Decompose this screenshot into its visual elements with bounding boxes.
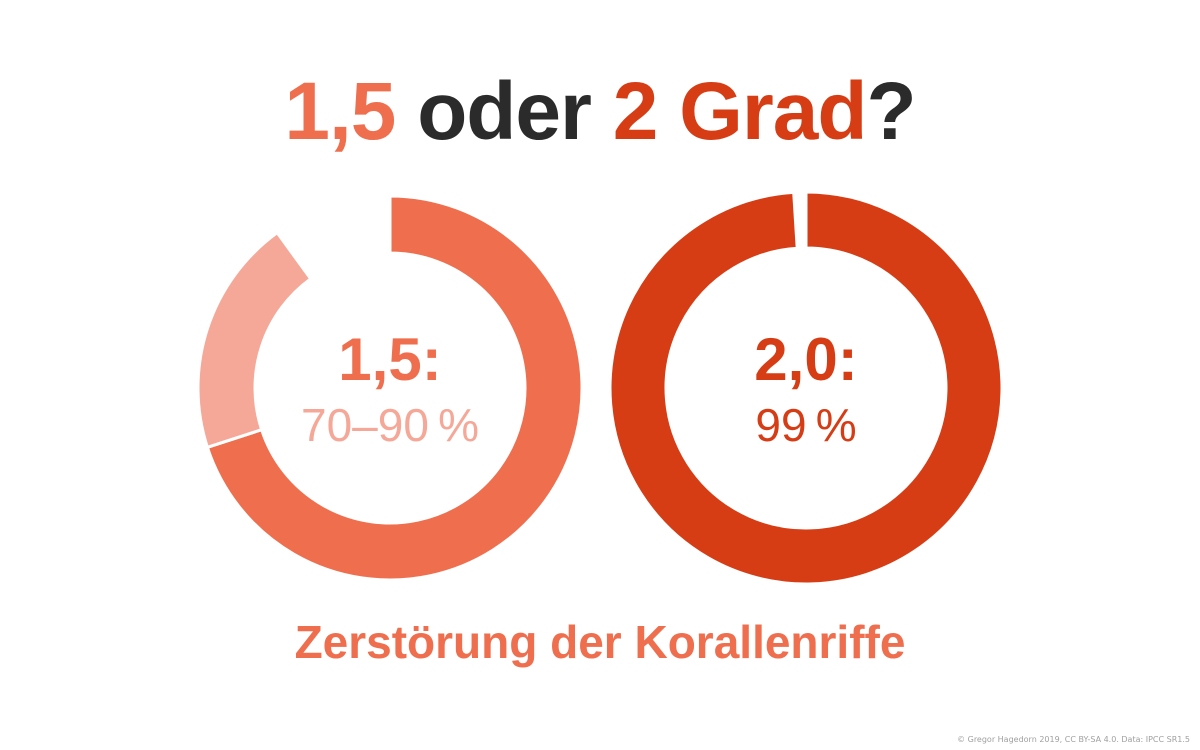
credit-text: © Gregor Hagedorn 2019, CC BY-SA 4.0. Da… (957, 735, 1190, 744)
donut-left-label: 1,5: (338, 326, 442, 393)
title-part-1-5: 1,5 (284, 66, 396, 157)
donut-right-label: 2,0: (754, 326, 858, 393)
chart-caption: Zerstörung der Korallenriffe (294, 616, 906, 668)
title-part-question: ? (866, 66, 916, 157)
donut-left-center: 1,5: 70–90 % (240, 325, 540, 455)
title-part-2-grad: 2 Grad (612, 66, 868, 157)
donut-right-center: 2,0: 99 % (656, 325, 956, 455)
donut-left-slice-0 (205, 194, 584, 582)
donut-right-slice-0 (608, 190, 1004, 586)
page-title: 1,5 oder 2 Grad? (0, 62, 1200, 162)
donut-left-value: 70–90 % (300, 399, 480, 451)
donut-right-value: 99 % (755, 399, 857, 451)
donut-left-slice-1 (196, 230, 313, 450)
title-part-oder: oder (395, 66, 613, 157)
